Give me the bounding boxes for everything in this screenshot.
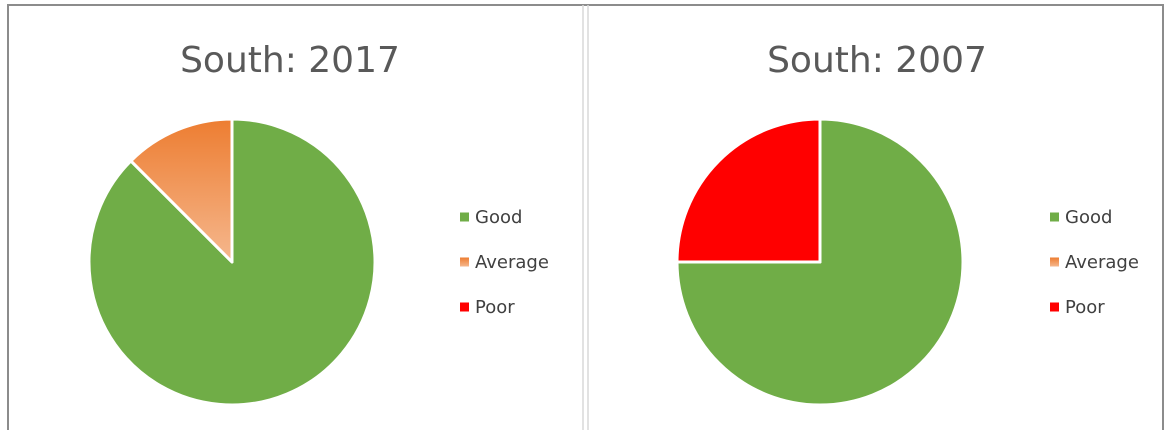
- legend-label: Good: [475, 207, 522, 228]
- pie-slice: [675, 117, 965, 407]
- legend-marker: [1050, 302, 1059, 312]
- legend-label: Poor: [475, 297, 515, 318]
- legend-label: Poor: [1065, 297, 1105, 318]
- legend-marker: [460, 212, 469, 222]
- legend-marker: [460, 302, 469, 312]
- legend-marker: [1050, 212, 1059, 222]
- legend-marker: [460, 257, 469, 267]
- legend-label: Average: [1065, 252, 1139, 273]
- legend-label: Good: [1065, 207, 1112, 228]
- pie-slice: [675, 117, 822, 264]
- chart-title: South: 2017: [180, 40, 400, 81]
- pie-slice: [129, 117, 234, 264]
- chart-title: South: 2007: [767, 40, 987, 81]
- legend-label: Average: [475, 252, 549, 273]
- frame: [7, 4, 1164, 430]
- legend-marker: [1050, 257, 1059, 267]
